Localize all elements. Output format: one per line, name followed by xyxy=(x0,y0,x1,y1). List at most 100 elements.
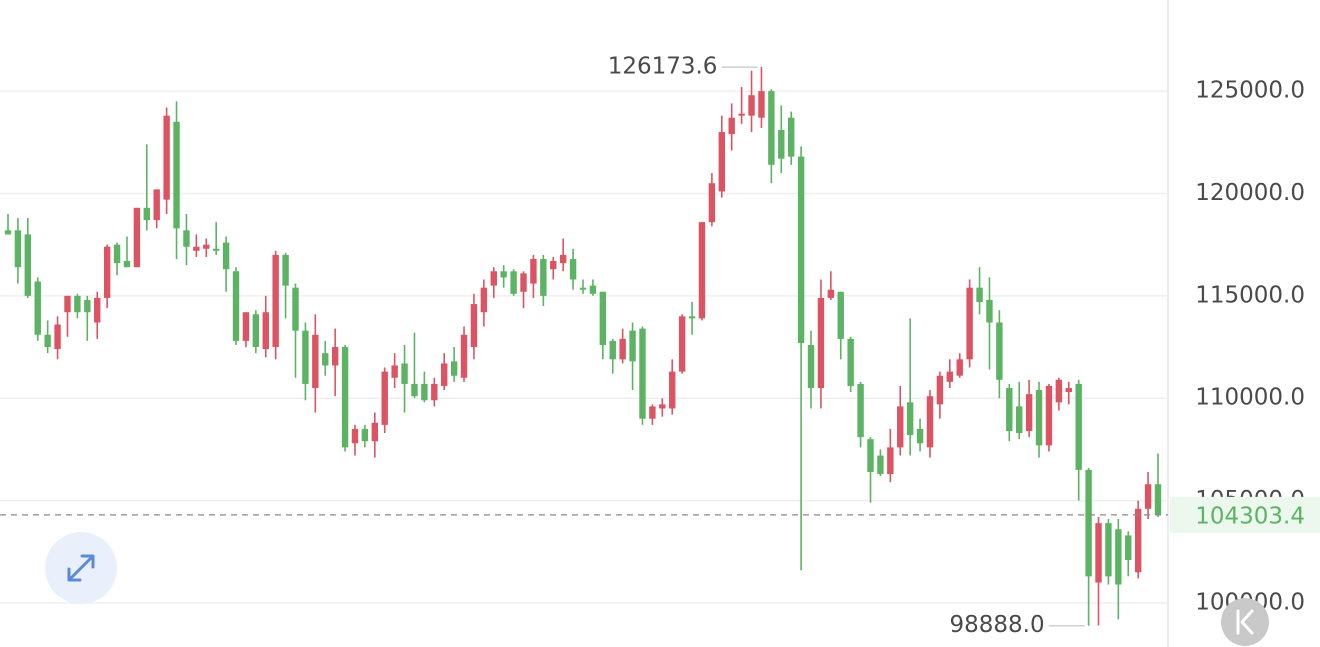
extreme-label: 126173.6 xyxy=(608,54,718,80)
candle-body xyxy=(421,383,428,401)
candle-body xyxy=(153,189,160,221)
candle-body xyxy=(599,291,607,345)
candle-body xyxy=(490,271,497,286)
y-tick-label: 115000.0 xyxy=(1195,282,1305,308)
plot: 100000.0105000.0110000.0115000.0120000.0… xyxy=(0,54,1320,638)
candle-body xyxy=(103,246,111,298)
candle-body xyxy=(698,222,706,319)
candle-body xyxy=(381,371,388,425)
candle-body xyxy=(1144,484,1152,509)
reset-button[interactable] xyxy=(1221,598,1269,646)
candle-body xyxy=(163,115,170,200)
expand-button[interactable] xyxy=(45,532,117,604)
candle-body xyxy=(540,259,547,296)
candle-body xyxy=(797,156,805,343)
candle-body xyxy=(688,316,696,319)
candle-body xyxy=(559,254,567,264)
candle-body xyxy=(817,297,825,388)
candle-body xyxy=(84,299,91,313)
candle-body xyxy=(1105,523,1112,577)
candle-body xyxy=(807,344,815,388)
candle-body xyxy=(242,312,250,341)
candle-body xyxy=(361,428,369,442)
candle-body xyxy=(341,347,349,448)
candle-body xyxy=(302,330,309,384)
reset-icon[interactable] xyxy=(1236,609,1254,635)
candle-body xyxy=(1016,406,1023,434)
candle-body xyxy=(203,244,210,249)
candle-body xyxy=(758,91,765,118)
candle-body xyxy=(649,406,656,419)
candle-body xyxy=(629,330,636,362)
candle-body xyxy=(926,396,934,448)
candle-body xyxy=(4,230,12,235)
candle-body xyxy=(619,338,626,360)
candle-body xyxy=(986,299,993,323)
candle-body xyxy=(123,261,131,268)
candle-body xyxy=(1006,387,1013,431)
candle-body xyxy=(113,244,121,264)
candle-body xyxy=(510,271,517,294)
candle-body xyxy=(14,230,22,268)
candle-body xyxy=(887,447,894,474)
candle-body xyxy=(500,271,507,278)
candle-body xyxy=(877,455,884,474)
candle-body xyxy=(847,338,854,386)
candle-body xyxy=(331,347,339,366)
candle-body xyxy=(173,121,180,229)
candle-body xyxy=(1085,469,1092,577)
y-tick-label: 120000.0 xyxy=(1195,180,1305,206)
candle-body xyxy=(1075,383,1082,470)
candle-body xyxy=(133,207,141,268)
candle-body xyxy=(966,287,973,360)
last-price-label: 104303.4 xyxy=(1195,503,1305,529)
candle-body xyxy=(351,428,359,444)
candle-body xyxy=(916,428,924,444)
expand-icon[interactable] xyxy=(67,554,95,582)
candle-body xyxy=(391,365,398,378)
candle-body xyxy=(738,113,745,116)
candle-body xyxy=(708,183,716,223)
candle-body xyxy=(272,254,279,348)
candle-body xyxy=(569,259,577,280)
candle-body xyxy=(1035,390,1043,446)
candle-body xyxy=(222,242,230,270)
candle-body xyxy=(1154,484,1162,515)
candle-body xyxy=(976,287,983,303)
last-price-bg xyxy=(1170,496,1320,533)
candle-body xyxy=(996,322,1003,380)
reset-button-bg[interactable] xyxy=(1221,598,1269,646)
candle-body xyxy=(74,295,81,313)
candle-body xyxy=(639,328,646,419)
candle-body xyxy=(520,273,527,292)
candle-body xyxy=(292,287,299,331)
candle-body xyxy=(1115,529,1122,585)
candle-body xyxy=(322,353,329,366)
candle-body xyxy=(262,312,269,350)
candle-body xyxy=(441,363,448,386)
candle-body xyxy=(24,234,32,296)
candle-body xyxy=(411,383,418,397)
candle-body xyxy=(728,117,735,135)
candle-body xyxy=(143,207,150,221)
candle-body xyxy=(718,132,725,192)
candle-body xyxy=(401,363,408,384)
candle-body xyxy=(450,361,458,376)
candle-body xyxy=(460,334,468,378)
candle-body xyxy=(946,371,954,382)
candle-body xyxy=(44,334,51,348)
candle-body xyxy=(1045,385,1053,446)
candle-body xyxy=(768,91,775,165)
candle-body xyxy=(282,254,289,286)
candle-body xyxy=(54,324,61,350)
candle-body xyxy=(748,95,755,116)
candle-body xyxy=(470,304,478,348)
candle-body xyxy=(778,130,785,159)
candle-body xyxy=(94,297,101,323)
candle-body xyxy=(837,291,844,339)
candle-body xyxy=(183,230,190,247)
candle-body xyxy=(232,271,240,341)
candle-body xyxy=(857,383,864,438)
